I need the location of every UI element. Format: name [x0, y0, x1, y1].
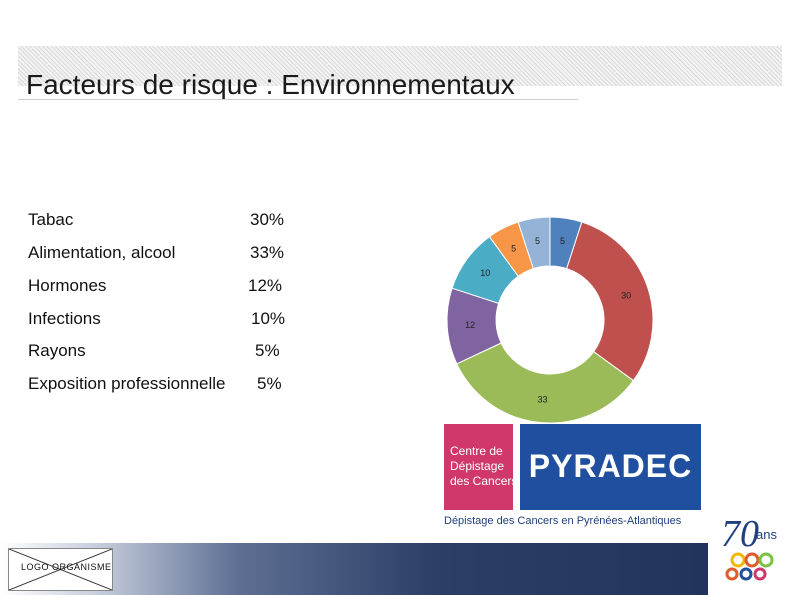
- donut-label-4: 10: [480, 268, 490, 278]
- title-band: [18, 46, 782, 86]
- donut-slice-6: [517, 216, 551, 270]
- placeholder-cross-icon: [9, 549, 112, 590]
- donut-slice-2: [456, 342, 635, 424]
- factor-label-infections: Infections: [28, 309, 101, 328]
- donut-label-6: 5: [535, 236, 540, 246]
- anniversary-rings-icon: [725, 552, 774, 581]
- anniversary-badge: 70 ans: [708, 510, 794, 595]
- donut-label-5: 5: [511, 244, 516, 254]
- donut-label-2: 33: [537, 395, 547, 405]
- donut-label-0: 5: [560, 236, 565, 246]
- donut-label-1: 30: [621, 290, 631, 300]
- factor-value-tabac: 30%: [250, 210, 285, 229]
- risk-donut-chart: 5 30 33 12 10 5 5: [446, 216, 654, 424]
- factor-label-rayons: Rayons: [28, 341, 86, 360]
- anniversary-number: 70: [721, 513, 759, 555]
- factor-value-hormones: 12%: [248, 276, 283, 295]
- factor-label-hormones: Hormones: [28, 276, 107, 295]
- footer-band: [0, 543, 794, 595]
- factor-label-exposition: Exposition professionnelle: [28, 374, 226, 393]
- pyradec-logo: PYRADEC: [520, 424, 701, 510]
- donut-label-3: 12: [465, 320, 475, 330]
- factor-value-rayons: 5%: [255, 341, 280, 360]
- donut-slice-1: [566, 221, 654, 382]
- pyradec-logo-text: PYRADEC: [528, 448, 693, 484]
- anniversary-suffix: ans: [756, 527, 777, 542]
- centre-depistage-logo-text: Centre de Dépistage des Cancers: [450, 444, 518, 488]
- organisation-logo-text: LOGO ORGANISME: [21, 562, 112, 572]
- organisation-logo-placeholder: LOGO ORGANISME: [8, 548, 113, 591]
- slide-title: Facteurs de risque : Environnementaux: [26, 69, 515, 100]
- centre-depistage-logo: Centre de Dépistage des Cancers: [444, 424, 517, 510]
- factor-label-tabac: Tabac: [28, 210, 74, 229]
- pyradec-caption: Dépistage des Cancers en Pyrénées-Atlant…: [444, 515, 682, 527]
- factor-label-alimentation: Alimentation, alcool: [28, 243, 176, 262]
- factor-value-infections: 10%: [251, 309, 286, 328]
- title-divider: [18, 99, 578, 100]
- factor-value-exposition: 5%: [257, 374, 282, 393]
- factor-value-alimentation: 33%: [250, 243, 285, 262]
